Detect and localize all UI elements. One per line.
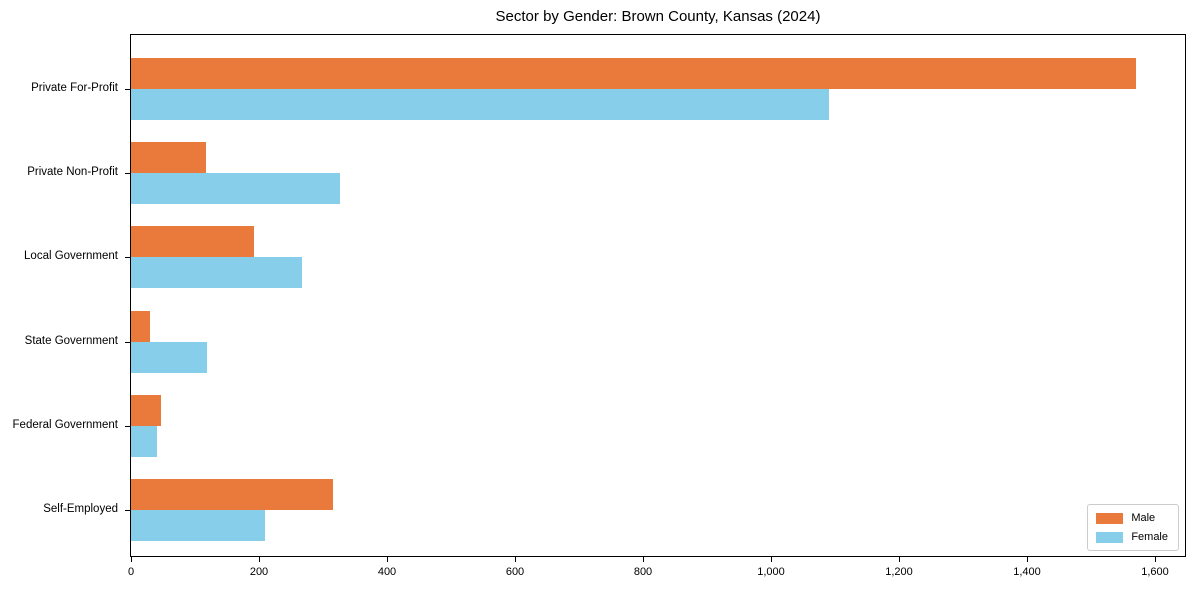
x-tick-label: 800 xyxy=(633,566,653,578)
bar-male xyxy=(131,479,333,510)
legend-label: Female xyxy=(1131,531,1168,543)
chart-title: Sector by Gender: Brown County, Kansas (… xyxy=(495,8,821,25)
y-tick-mark xyxy=(125,425,130,427)
plot-area: 0 200 400 600 800 1,000 1,200 1,400 1,600 Male Fe… xyxy=(125,34,1186,578)
x-tick-label: 400 xyxy=(377,566,397,578)
legend-item: Female xyxy=(1096,531,1168,543)
y-tick-label: Private Non-Profit xyxy=(27,166,118,179)
legend: Male Female xyxy=(1087,504,1179,551)
x-tick-mark xyxy=(1027,557,1028,562)
bar-male xyxy=(131,394,162,426)
legend-swatch-male xyxy=(1096,512,1124,524)
y-tick-label: Local Government xyxy=(24,250,118,263)
y-tick-mark xyxy=(125,510,130,511)
x-tick-label: 0 xyxy=(127,566,135,578)
bar-female xyxy=(131,425,157,457)
x-tick-mark xyxy=(899,557,900,562)
y-tick-mark xyxy=(125,341,130,343)
y-tick-mark xyxy=(125,173,130,175)
y-tick-mark xyxy=(125,257,130,259)
y-tick-mark xyxy=(125,89,130,90)
y-tick-label: State Government xyxy=(24,334,118,347)
bar-female xyxy=(131,173,341,205)
x-tick-mark xyxy=(259,557,260,562)
x-tick-label: 1,000 xyxy=(757,566,785,578)
x-tick-mark xyxy=(131,557,132,562)
y-tick-label: Self-Employed xyxy=(43,503,118,515)
x-tick-label: 1,600 xyxy=(1141,566,1169,578)
legend-item: Male xyxy=(1096,512,1168,524)
y-tick-label: Private For-Profit xyxy=(31,82,118,94)
bar-male xyxy=(131,58,1136,89)
x-tick-label: 600 xyxy=(505,566,525,578)
y-tick-label: Federal Government xyxy=(12,418,118,431)
bar-female xyxy=(131,89,829,120)
x-tick-mark xyxy=(771,557,772,562)
bar-female xyxy=(131,257,302,289)
bar-male xyxy=(131,310,150,342)
legend-swatch-female xyxy=(1096,531,1124,543)
bar-male xyxy=(131,226,254,258)
x-tick-label: 1,400 xyxy=(1013,566,1041,578)
bar-female xyxy=(131,341,207,373)
x-tick-mark xyxy=(643,557,644,562)
x-tick-label: 200 xyxy=(249,566,269,578)
x-tick-mark xyxy=(515,557,516,562)
x-tick-mark xyxy=(1155,557,1156,562)
x-tick-mark xyxy=(387,557,388,562)
bar-female xyxy=(131,510,266,541)
bar-male xyxy=(131,142,206,174)
x-tick-label: 1,200 xyxy=(885,566,913,578)
legend-label: Male xyxy=(1131,512,1156,524)
